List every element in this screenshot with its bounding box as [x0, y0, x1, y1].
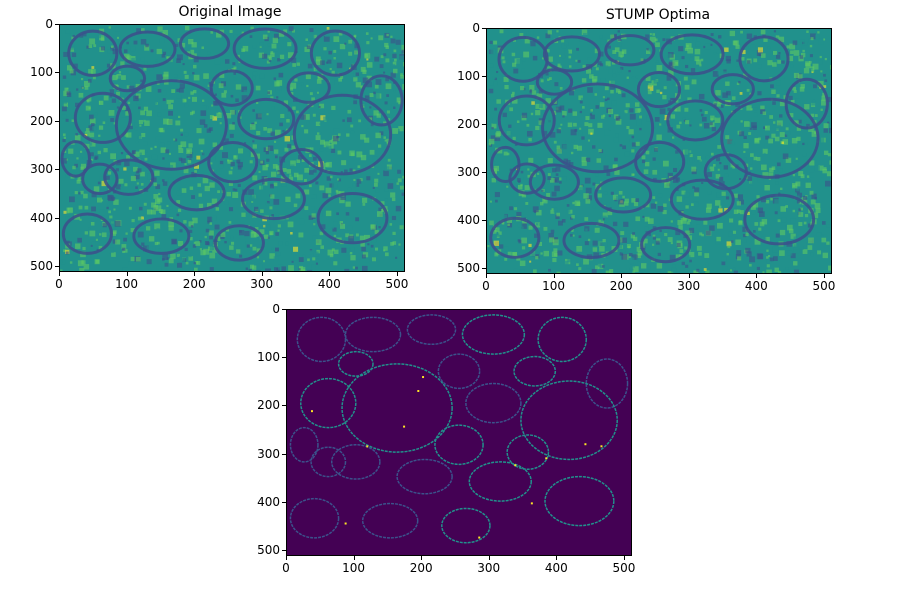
x-tick-mark — [488, 556, 490, 560]
x-tick-mark — [486, 274, 487, 278]
x-tick-mark — [623, 556, 625, 560]
y-tick-mark — [282, 453, 286, 455]
y-tick-label: 400 — [30, 210, 53, 225]
x-tick-label: 500 — [385, 277, 409, 291]
x-tick-mark — [756, 274, 758, 278]
x-tick-mark — [621, 274, 623, 278]
y-tick-mark — [282, 309, 286, 310]
panel-title-stump: STUMP Optima — [605, 7, 711, 23]
y-tick-mark — [55, 120, 59, 122]
x-tick-mark — [286, 556, 287, 560]
x-tick-label: 0 — [282, 561, 290, 575]
x-tick-label: 100 — [342, 561, 366, 575]
y-tick-label: 200 — [30, 113, 53, 128]
image-original — [59, 24, 405, 272]
y-tick-label: 500 — [457, 261, 480, 276]
y-tick-label: 500 — [30, 259, 53, 274]
y-tick-label: 300 — [30, 162, 53, 177]
y-tick-mark — [482, 172, 486, 174]
x-tick-mark — [823, 274, 825, 278]
y-tick-label: 100 — [257, 350, 280, 365]
y-tick-mark — [482, 76, 486, 78]
x-tick-label: 200 — [409, 561, 433, 575]
x-tick-mark — [553, 274, 555, 278]
y-tick-label: 100 — [457, 69, 480, 84]
y-tick-mark — [282, 550, 286, 552]
y-tick-label: 200 — [257, 398, 280, 413]
y-tick-mark — [282, 405, 286, 407]
x-tick-label: 200 — [609, 279, 633, 293]
x-tick-mark — [194, 272, 196, 276]
x-tick-mark — [261, 272, 263, 276]
y-tick-mark — [282, 357, 286, 359]
panel-title-original: Original Image — [178, 4, 282, 20]
y-tick-mark — [55, 72, 59, 74]
y-tick-label: 100 — [30, 65, 53, 80]
x-tick-label: 100 — [542, 279, 566, 293]
y-tick-label: 500 — [257, 543, 280, 558]
y-tick-label: 0 — [45, 17, 53, 31]
x-tick-label: 400 — [317, 277, 341, 291]
y-tick-mark — [55, 24, 59, 25]
y-tick-mark — [55, 266, 59, 268]
x-tick-label: 400 — [544, 561, 568, 575]
y-tick-label: 300 — [457, 165, 480, 180]
image-stump — [486, 28, 832, 274]
x-tick-mark — [329, 272, 331, 276]
y-tick-mark — [482, 220, 486, 222]
x-tick-label: 0 — [55, 277, 63, 291]
y-tick-label: 300 — [257, 446, 280, 461]
x-tick-mark — [59, 272, 60, 276]
x-tick-mark — [556, 556, 558, 560]
y-tick-mark — [282, 501, 286, 503]
x-tick-label: 300 — [250, 277, 274, 291]
y-tick-label: 400 — [457, 213, 480, 228]
y-tick-mark — [482, 28, 486, 29]
image-diff — [286, 309, 632, 556]
x-tick-label: 0 — [482, 279, 490, 293]
x-tick-label: 200 — [182, 277, 206, 291]
x-tick-mark — [421, 556, 423, 560]
y-tick-mark — [482, 124, 486, 126]
y-tick-mark — [55, 217, 59, 219]
x-tick-label: 300 — [677, 279, 701, 293]
y-tick-label: 0 — [272, 302, 280, 316]
y-tick-mark — [482, 268, 486, 270]
x-tick-label: 500 — [812, 279, 836, 293]
x-tick-label: 300 — [477, 561, 501, 575]
y-tick-mark — [55, 169, 59, 171]
y-tick-label: 400 — [257, 494, 280, 509]
y-tick-label: 200 — [457, 117, 480, 132]
x-tick-label: 500 — [612, 561, 636, 575]
x-tick-mark — [396, 272, 398, 276]
x-tick-mark — [126, 272, 128, 276]
x-tick-mark — [353, 556, 355, 560]
y-tick-label: 0 — [472, 21, 480, 35]
x-tick-label: 100 — [115, 277, 139, 291]
x-tick-label: 400 — [744, 279, 768, 293]
x-tick-mark — [688, 274, 690, 278]
